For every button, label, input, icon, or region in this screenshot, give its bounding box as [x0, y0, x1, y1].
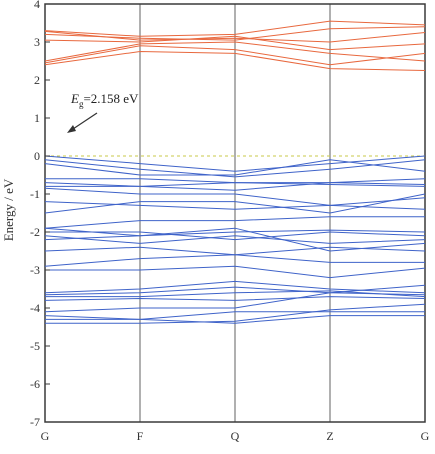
valence-band-line	[44, 182, 426, 187]
band-gap-subscript: g	[79, 99, 84, 109]
valence-band-line	[44, 159, 426, 176]
band-lines	[44, 20, 426, 324]
valence-band-line	[45, 265, 426, 279]
valence-band-line	[44, 227, 426, 237]
valence-band-line	[44, 159, 426, 178]
x-tick-label: G	[421, 429, 430, 443]
y-tick-label: -3	[30, 263, 40, 277]
valence-band-line	[44, 235, 426, 244]
conduction-band-line	[44, 41, 426, 62]
valence-band-line	[45, 182, 426, 191]
y-tick-label: -1	[30, 187, 40, 201]
band-gap-annotation: Eg=2.158 eV	[67, 91, 139, 133]
y-tick-label: 2	[34, 73, 40, 87]
y-tick-label: 3	[34, 35, 40, 49]
kpoint-grid-lines	[139, 4, 331, 422]
valence-band-line	[44, 193, 426, 214]
y-tick-label: -5	[30, 339, 40, 353]
y-axis-label: Energy / eV	[1, 178, 16, 241]
conduction-band-line	[44, 26, 426, 41]
y-tick-label: 1	[34, 111, 40, 125]
valence-band-line	[44, 216, 425, 229]
y-tick-label: 0	[34, 149, 40, 163]
conduction-band-line	[44, 35, 426, 51]
y-tick-label: 4	[34, 0, 40, 11]
band-gap-symbol: E	[70, 91, 79, 106]
valence-band-line	[45, 303, 426, 324]
valence-band-line	[44, 187, 426, 206]
band-gap-label: Eg=2.158 eV	[70, 91, 139, 109]
conduction-band-line	[44, 20, 426, 37]
valence-band-line	[44, 286, 426, 296]
band-gap-value: =2.158 eV	[83, 91, 139, 106]
band-gap-arrowhead	[67, 125, 76, 133]
y-tick-label: -4	[30, 301, 40, 315]
valence-band-line	[44, 296, 426, 301]
conduction-band-line	[44, 50, 426, 71]
valence-band-line	[44, 284, 426, 313]
x-tick-label: F	[137, 429, 144, 443]
y-tick-label: -7	[30, 415, 40, 429]
y-axis-ticks: 4 3 2 1 0 -1 -2 -3 -4 -5 -6 -7	[30, 0, 50, 429]
valence-band-line	[45, 315, 425, 324]
y-tick-label: -2	[30, 225, 40, 239]
x-tick-label: G	[41, 429, 50, 443]
valence-band-line	[45, 290, 426, 298]
valence-band-line	[44, 311, 425, 320]
x-tick-label: Q	[231, 429, 240, 443]
conduction-band-line	[44, 45, 426, 66]
valence-band-line	[44, 155, 426, 172]
x-tick-label: Z	[326, 429, 333, 443]
valence-band-line	[45, 231, 426, 241]
y-tick-label: -6	[30, 377, 40, 391]
valence-band-line	[44, 254, 425, 267]
